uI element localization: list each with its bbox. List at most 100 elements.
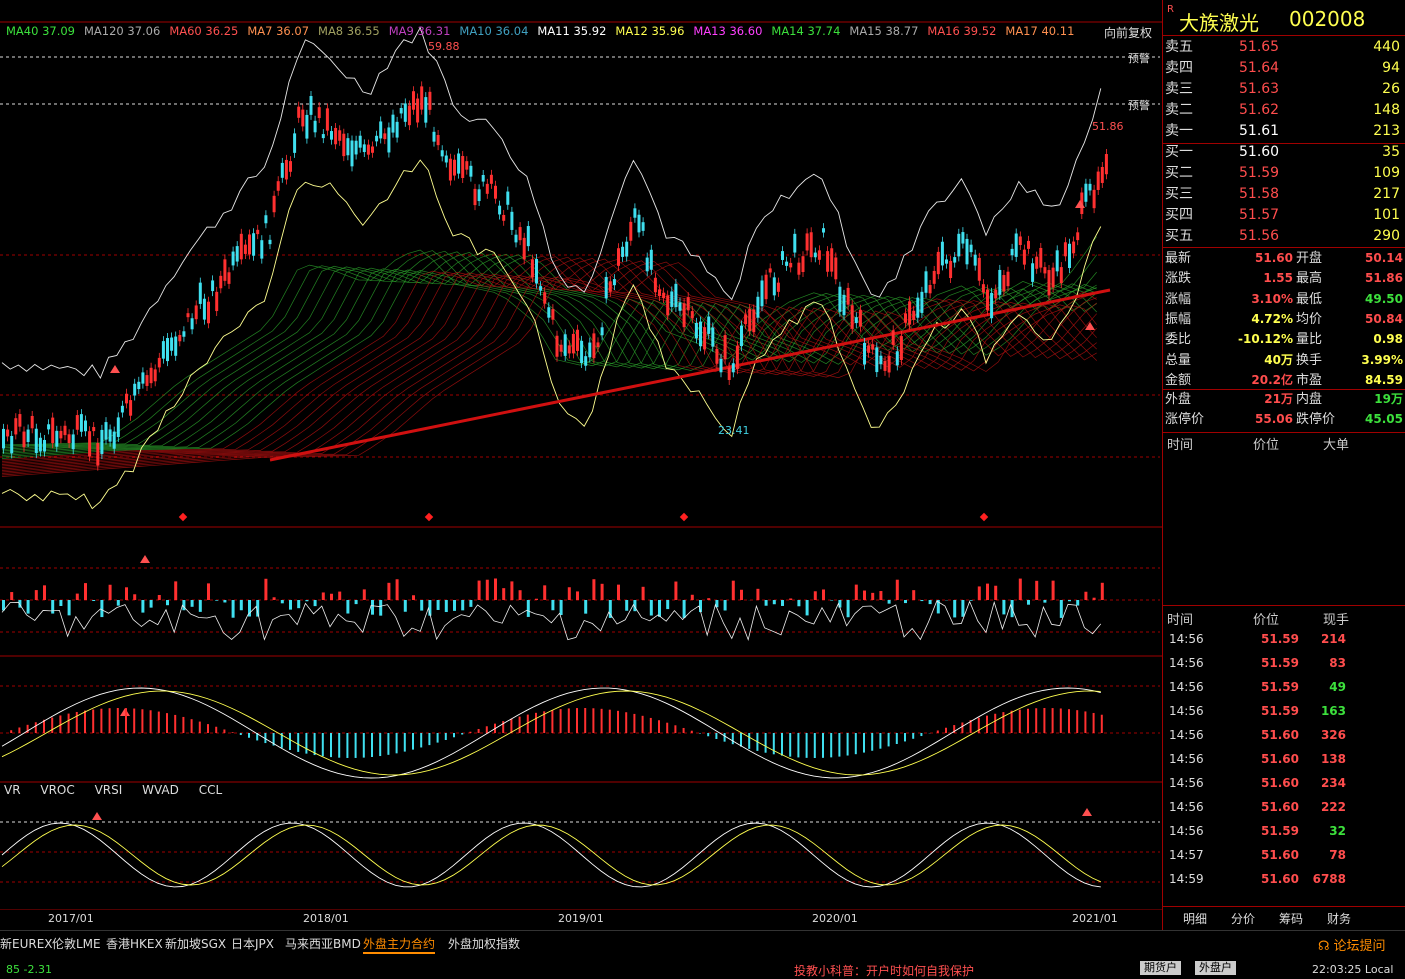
tab-ccl[interactable]: CCL bbox=[199, 783, 222, 797]
candle-body bbox=[806, 233, 809, 250]
signal-arrow bbox=[1082, 808, 1092, 816]
macd-bar bbox=[117, 708, 119, 733]
market-tab[interactable]: 外盘加权指数 bbox=[448, 935, 520, 952]
macd-bar bbox=[871, 733, 873, 751]
market-tab[interactable]: 新EUREX bbox=[0, 935, 53, 952]
quote-value: 1.55 bbox=[1263, 268, 1293, 289]
quote-value: 51.86 bbox=[1365, 268, 1403, 289]
volume-bar bbox=[601, 584, 604, 600]
volume-bar bbox=[174, 581, 177, 600]
candle-body bbox=[314, 121, 317, 133]
tab-vr[interactable]: VR bbox=[4, 783, 21, 797]
tick-price: 51.59 bbox=[1261, 632, 1299, 646]
macd-bar bbox=[248, 733, 250, 738]
orderbook-price: 51.57 bbox=[1239, 205, 1279, 226]
market-tab[interactable]: 新加坡SGX bbox=[165, 935, 226, 952]
market-tab[interactable]: 外盘主力合约 bbox=[363, 935, 435, 954]
high-price-label: 59.88 bbox=[428, 40, 460, 53]
tab-detail[interactable]: 明细 bbox=[1183, 910, 1207, 927]
macd-bar bbox=[35, 722, 37, 733]
tab-vrsi[interactable]: VRSI bbox=[95, 783, 123, 797]
candle-body bbox=[416, 99, 419, 123]
candle-body bbox=[346, 138, 349, 155]
tick-time: 14:56 bbox=[1169, 800, 1204, 814]
tab-chips[interactable]: 筹码 bbox=[1279, 910, 1303, 927]
macd-bar bbox=[1084, 711, 1086, 733]
macd-bar bbox=[1011, 711, 1013, 733]
candle-body bbox=[1031, 263, 1034, 282]
tab-vroc[interactable]: VROC bbox=[40, 783, 74, 797]
market-tab[interactable]: 日本JPX bbox=[231, 935, 274, 952]
futures-account-button[interactable]: 期货户 bbox=[1140, 961, 1181, 975]
candle-body bbox=[474, 189, 477, 205]
volume-bar bbox=[576, 591, 579, 600]
quote-value: 84.59 bbox=[1365, 370, 1403, 391]
candle-body bbox=[449, 159, 452, 181]
stock-title[interactable]: R 大族激光 002008 bbox=[1167, 4, 1403, 34]
volume-bar bbox=[797, 600, 800, 606]
tab-price-dist[interactable]: 分价 bbox=[1231, 910, 1255, 927]
volume-bar bbox=[510, 581, 513, 600]
forum-button[interactable]: ☊论坛提问 bbox=[1318, 935, 1386, 954]
candle-body bbox=[10, 436, 13, 453]
quote-label: 跌停价 bbox=[1296, 409, 1335, 430]
candle-body bbox=[113, 432, 116, 449]
macd-bar bbox=[937, 730, 939, 733]
candle-body bbox=[847, 288, 850, 305]
market-tab[interactable]: 香港HKEX bbox=[106, 935, 163, 952]
macd-bar bbox=[76, 712, 78, 733]
candle-body bbox=[1093, 190, 1096, 208]
tick-price: 51.60 bbox=[1261, 728, 1299, 742]
volume-bar bbox=[674, 582, 677, 600]
candle-body bbox=[506, 192, 509, 205]
volume-bar bbox=[756, 589, 759, 600]
candle-body bbox=[285, 160, 288, 180]
candle-body bbox=[633, 208, 636, 217]
macd-bar bbox=[1060, 708, 1062, 733]
macd-bar bbox=[510, 719, 512, 733]
adjust-label[interactable]: 向前复权 bbox=[1104, 24, 1152, 41]
period-marker bbox=[425, 513, 433, 521]
market-tab[interactable]: 马来西亚BMD bbox=[285, 935, 361, 952]
candle-body bbox=[584, 356, 587, 366]
volume-bar bbox=[453, 600, 456, 611]
volume-bar bbox=[10, 592, 13, 600]
market-tab[interactable]: 伦敦LME bbox=[52, 935, 101, 952]
candle-body bbox=[736, 346, 739, 369]
candle-body bbox=[219, 276, 222, 288]
macd-bar bbox=[215, 727, 217, 733]
macd-bar bbox=[461, 733, 463, 735]
macd-bar bbox=[338, 733, 340, 758]
candle-body bbox=[625, 242, 628, 257]
quote-value: 55.06 bbox=[1255, 409, 1293, 430]
candle-body bbox=[14, 418, 17, 434]
candle-body bbox=[244, 245, 247, 254]
macd-bar bbox=[986, 716, 988, 733]
volume-bar bbox=[437, 600, 440, 610]
candle-body bbox=[162, 341, 165, 359]
volume-bar bbox=[724, 600, 727, 610]
promo-text[interactable]: 投教小科普：开户时如何自我保护 bbox=[794, 962, 974, 979]
macd-bar bbox=[863, 733, 865, 753]
foreign-account-button[interactable]: 外盘户 bbox=[1195, 961, 1236, 975]
macd-bar bbox=[748, 733, 750, 749]
candle-body bbox=[863, 343, 866, 365]
tab-finance[interactable]: 财务 bbox=[1327, 910, 1351, 927]
tab-wvad[interactable]: WVAD bbox=[142, 783, 179, 797]
quote-label: 涨停价 bbox=[1165, 409, 1204, 430]
candle-body bbox=[412, 91, 415, 109]
